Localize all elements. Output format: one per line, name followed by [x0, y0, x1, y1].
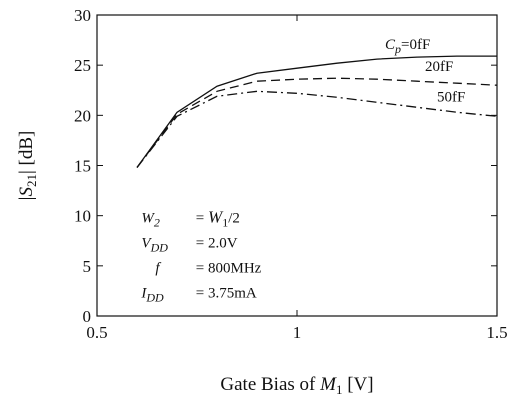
annotation-value: = W1/2	[196, 208, 240, 230]
annotation-symbol: VDD	[141, 236, 168, 255]
x-tick-label: 1	[293, 323, 302, 342]
series-label: Cp=0fF	[385, 37, 430, 56]
series-label: 20fF	[425, 59, 453, 75]
annotation-value: = 2.0V	[196, 236, 238, 252]
x-tick-label: 1.5	[486, 323, 507, 342]
series-line-dashdot	[136, 90, 498, 168]
x-axis-title: Gate Bias of M1 [V]	[220, 374, 373, 397]
data-series	[136, 55, 498, 168]
series-line-solid	[136, 55, 497, 168]
y-tick-label: 5	[83, 257, 92, 276]
y-tick-label: 10	[74, 207, 91, 226]
y-tick-label: 20	[74, 106, 91, 125]
annotation-value: = 3.75mA	[196, 286, 257, 302]
series-line-dashed	[136, 77, 498, 168]
parameter-annotations: W2 = W1/2 VDD = 2.0V f = 800MHz IDD = 3.75mA	[140, 208, 261, 305]
y-tick-label: 25	[74, 56, 91, 75]
series-labels: Cp=0fF 20fF 50fF	[385, 37, 465, 105]
x-tick-label: 0.5	[86, 323, 107, 342]
y-axis-title: |S21| [dB]	[16, 131, 39, 201]
axis-ticks: 0.5 1 1.5 0 5 10 15 20 25 30	[74, 6, 508, 342]
y-tick-label: 15	[74, 157, 91, 176]
annotation-symbol: f	[155, 261, 161, 277]
annotation-symbol: IDD	[140, 286, 164, 305]
series-label: 50fF	[437, 89, 465, 105]
annotation-symbol: W2	[141, 211, 160, 230]
y-tick-label: 30	[74, 6, 91, 25]
annotation-value: = 800MHz	[196, 261, 262, 277]
y-tick-label: 0	[83, 307, 92, 326]
axis-titles: Gate Bias of M1 [V] |S21| [dB]	[16, 131, 374, 397]
